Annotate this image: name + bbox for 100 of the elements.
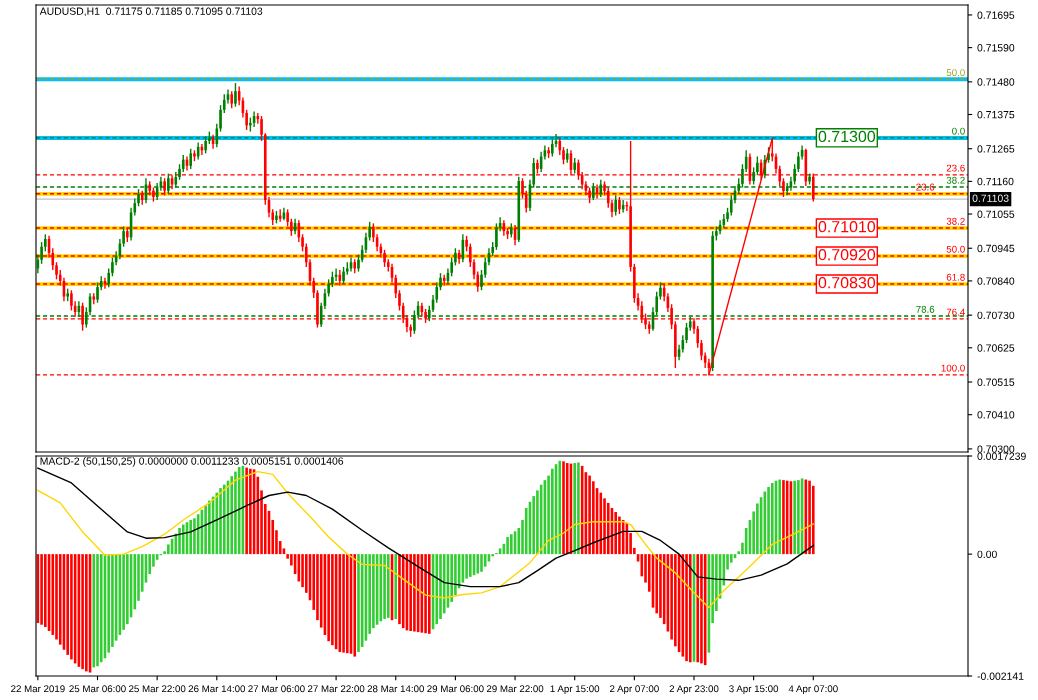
bar — [465, 554, 468, 579]
bar — [573, 463, 576, 555]
bar — [782, 480, 785, 555]
x-tick-label: 29 Mar 06:00 — [427, 685, 484, 693]
annotation: 50.0 — [946, 69, 965, 77]
y-tick-label: 0.71480 — [977, 78, 1015, 86]
annotation: 38.2 — [946, 217, 965, 225]
x-tick-label: 1 Apr 15:00 — [550, 685, 600, 695]
bar — [614, 512, 618, 555]
annotation: 100.0 — [941, 364, 965, 372]
bar — [189, 519, 193, 555]
bar — [353, 554, 357, 657]
bar — [357, 554, 360, 653]
candlestick — [107, 267, 110, 288]
candlestick — [260, 115, 263, 142]
chart-title: MACD-2 (50,150,25) 0.0000000 0.0011233 0.0005151 0.0001406 — [40, 457, 344, 467]
y-tick-label: 0.71695 — [977, 11, 1015, 19]
bar — [510, 534, 513, 555]
bar — [208, 500, 211, 555]
bar — [345, 554, 349, 654]
bar — [204, 505, 207, 555]
bar — [469, 554, 472, 577]
bar — [96, 554, 99, 667]
y-tick-label: 0.71590 — [977, 44, 1015, 52]
x-tick-label: 2 Apr 23:00 — [669, 685, 719, 695]
candlestick — [439, 272, 442, 291]
y-tick-label: 0.70945 — [977, 244, 1015, 253]
annotation: 23.6 — [916, 183, 935, 191]
ref-line-label: 0.70830 — [818, 277, 876, 289]
candlestick — [808, 172, 811, 186]
bar — [778, 479, 782, 555]
annotation: 50.0 — [946, 245, 965, 253]
candlestick — [618, 196, 621, 215]
bar — [606, 502, 610, 555]
candlestick — [178, 163, 181, 181]
bar — [386, 554, 390, 618]
ref-line-label: 0.71300 — [818, 130, 876, 143]
bar — [700, 554, 703, 664]
bar — [193, 518, 196, 555]
x-tick-label: 2 Apr 07:00 — [609, 685, 659, 695]
candlestick — [756, 155, 759, 176]
candlestick — [614, 194, 618, 217]
annotation: 0.0 — [952, 127, 965, 135]
bar — [394, 554, 398, 620]
bar — [696, 554, 700, 663]
bar — [424, 554, 427, 634]
bar — [808, 480, 811, 555]
bar — [770, 482, 774, 555]
bar — [249, 468, 252, 555]
bar — [66, 554, 69, 655]
bar — [383, 554, 386, 620]
candlestick — [55, 261, 58, 281]
candlestick — [137, 188, 140, 207]
y-tick-label: 0.70515 — [977, 378, 1015, 386]
y-tick-label: 0.71160 — [977, 177, 1014, 186]
bar — [219, 488, 222, 555]
x-tick-label: 26 Mar 14:00 — [188, 685, 246, 693]
candlestick — [465, 235, 468, 253]
bar — [577, 462, 580, 555]
candlestick — [547, 146, 550, 159]
bar — [767, 486, 770, 555]
bar — [655, 554, 659, 614]
annotation: 61.8 — [946, 273, 965, 281]
candlestick — [331, 270, 334, 288]
y-tick-label: 0.70300 — [977, 445, 1015, 453]
candlestick — [562, 146, 565, 165]
candlestick — [752, 166, 755, 186]
bar — [439, 554, 442, 620]
bar — [797, 480, 800, 555]
bar — [234, 471, 237, 555]
x-tick-label: 29 Mar 22:00 — [486, 685, 544, 693]
bar — [398, 554, 401, 625]
annotation: 78.6 — [916, 305, 935, 313]
bar — [793, 480, 796, 555]
candlestick — [454, 247, 457, 267]
candlestick — [189, 148, 193, 170]
bar — [618, 516, 621, 555]
bar — [178, 527, 181, 555]
candlestick — [659, 281, 662, 301]
x-tick-label: 22 Mar 2019 — [11, 685, 65, 693]
y-tick-label: 0.70840 — [977, 277, 1015, 285]
bar — [409, 554, 412, 631]
y-tick-label: 0.71265 — [977, 145, 1015, 153]
y-tick-label: 0.0017239 — [977, 452, 1026, 460]
bar — [222, 484, 226, 555]
bar — [331, 554, 334, 646]
bar — [811, 485, 815, 555]
bar — [413, 554, 416, 632]
bar — [44, 554, 47, 627]
bar — [99, 554, 103, 663]
bar — [551, 468, 554, 555]
bar — [435, 554, 439, 625]
bar — [70, 554, 73, 660]
y-tick-label: 0.70410 — [977, 411, 1015, 419]
x-tick-label: 4 Apr 07:00 — [788, 685, 838, 695]
bar — [230, 476, 234, 555]
line-series — [37, 470, 814, 609]
candlestick — [234, 82, 237, 108]
y-tick-label: 0.71375 — [977, 111, 1015, 119]
candlestick — [275, 210, 278, 225]
